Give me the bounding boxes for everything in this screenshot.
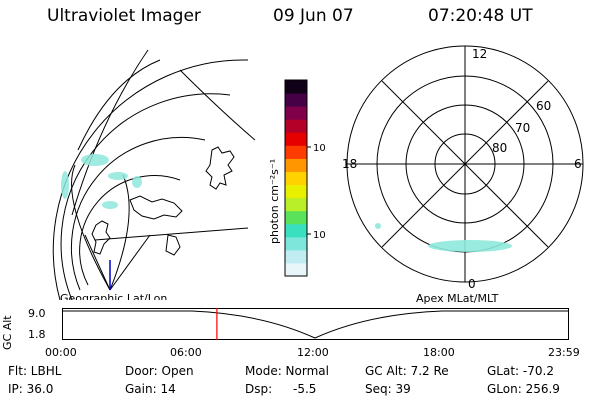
observation-time: 07:20:48 UT xyxy=(428,6,533,26)
info-glat: GLat: -70.2 xyxy=(487,364,554,378)
app-title: Ultraviolet Imager xyxy=(47,6,201,26)
lat-label-70: 70 xyxy=(515,121,530,135)
colorbar-tick-100: 100 xyxy=(313,143,326,154)
colorbar-tick-10: 10 xyxy=(313,230,326,241)
timeline-x-tick-0000: 00:00 xyxy=(45,346,77,359)
colorbar-stop xyxy=(285,223,307,238)
colorbar: 100 10 photon cm⁻²s⁻¹ xyxy=(268,79,326,277)
timeline-plot xyxy=(62,308,569,340)
timeline-x-tick-0600: 06:00 xyxy=(170,346,202,359)
info-dsp-value: -5.5 xyxy=(293,382,317,396)
info-door: Door: Open xyxy=(125,364,194,378)
timeline-x-tick-2359: 23:59 xyxy=(548,346,580,359)
polar-panel-label: Apex MLat/MLT xyxy=(416,292,499,305)
polar-plot: 12 18 6 0 60 70 80 xyxy=(342,45,584,291)
colorbar-stop xyxy=(285,236,307,251)
info-seq: Seq: 39 xyxy=(365,382,411,396)
lat-label-80: 80 xyxy=(492,141,507,155)
mlt-label-6: 6 xyxy=(574,157,582,171)
observation-date: 09 Jun 07 xyxy=(273,6,354,26)
colorbar-stop xyxy=(285,106,307,120)
info-filter: Flt: LBHL xyxy=(8,364,62,378)
colorbar-unit-label: photon cm⁻²s⁻¹ xyxy=(268,159,281,244)
mlt-label-0: 0 xyxy=(468,277,476,291)
timeline-y-label: GC Alt xyxy=(1,315,14,350)
info-glon: GLon: 256.9 xyxy=(487,382,560,396)
timeline-x-tick-1200: 12:00 xyxy=(297,346,329,359)
info-gc-alt: GC Alt: 7.2 Re xyxy=(365,364,449,378)
colorbar-stop xyxy=(285,80,307,94)
geo-panel-label: Geographic Lat/Lon xyxy=(60,292,167,300)
geographic-map: Geographic Lat/Lon xyxy=(52,49,256,300)
timeline-y-tick-max: 9.0 xyxy=(28,307,46,320)
colorbar-stop xyxy=(285,93,307,107)
colorbar-stop xyxy=(285,145,307,159)
colorbar-stop xyxy=(285,158,307,172)
colorbar-stop xyxy=(285,132,307,146)
colorbar-stop xyxy=(285,249,307,264)
colorbar-stop xyxy=(285,210,307,225)
colorbar-stop xyxy=(285,171,307,186)
mlt-label-18: 18 xyxy=(342,157,357,171)
colorbar-stop xyxy=(285,119,307,133)
colorbar-stop xyxy=(285,184,307,199)
info-mode: Mode: Normal xyxy=(245,364,329,378)
info-ip: IP: 36.0 xyxy=(8,382,54,396)
timeline-x-tick-1800: 18:00 xyxy=(423,346,455,359)
timeline-y-tick-min: 1.8 xyxy=(28,328,46,341)
colorbar-stop xyxy=(285,197,307,212)
mlt-label-12: 12 xyxy=(472,47,487,61)
lat-label-60: 60 xyxy=(536,99,551,113)
info-gain: Gain: 14 xyxy=(125,382,176,396)
info-dsp-label: Dsp: xyxy=(245,382,273,396)
colorbar-stop xyxy=(285,262,307,277)
